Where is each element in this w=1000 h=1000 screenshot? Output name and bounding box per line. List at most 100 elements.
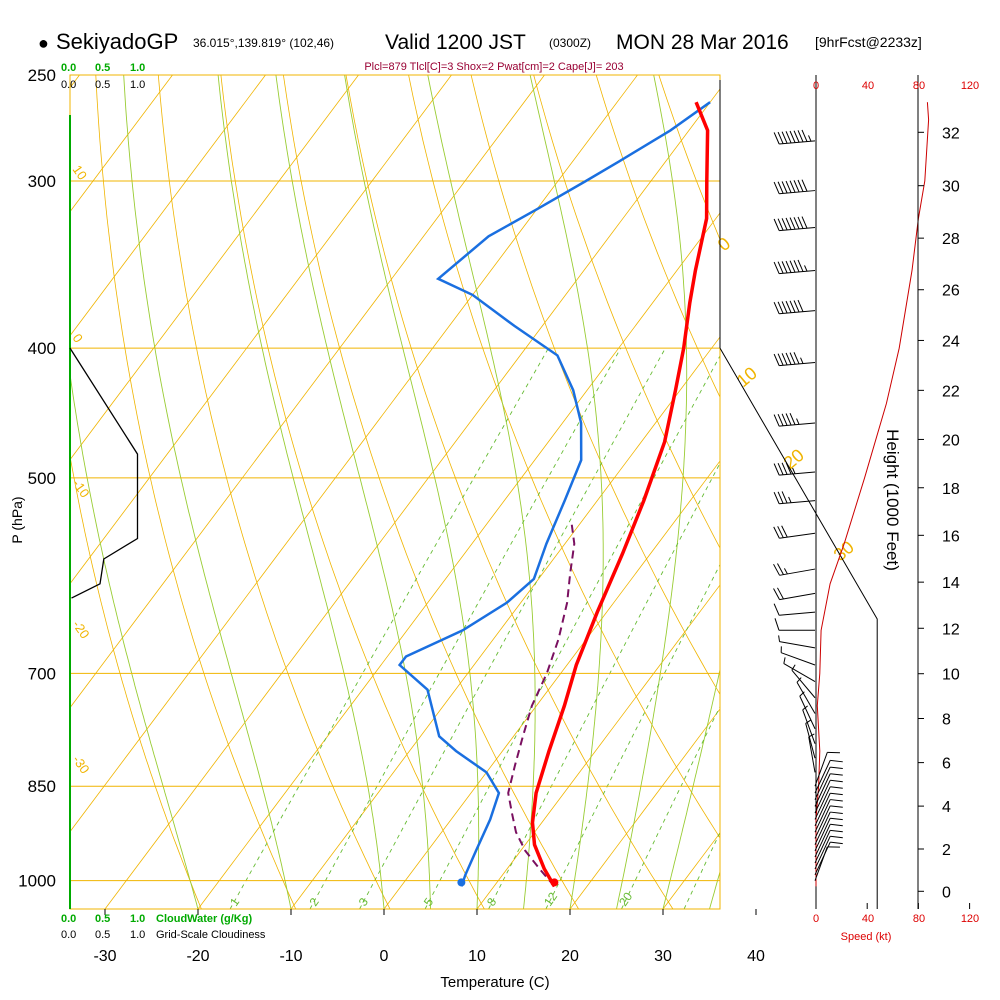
parcel-profile <box>507 522 576 888</box>
wind-speed-profile <box>815 102 930 887</box>
barb-flag <box>777 181 784 194</box>
barb-flag <box>789 300 796 313</box>
pressure-tick-label: 850 <box>28 777 56 796</box>
forecast-info: [9hrFcst@2233z] <box>815 34 922 50</box>
barb-flag <box>773 301 780 314</box>
barb-staff <box>814 752 828 787</box>
barb-flag <box>801 179 808 192</box>
barb-staff <box>802 709 816 744</box>
barb-flag <box>773 353 780 366</box>
mixing-ratio-label: 5 <box>421 895 436 909</box>
isotherm-label: -20 <box>70 617 93 641</box>
barb-flag <box>830 786 843 789</box>
barb-flag <box>797 259 804 272</box>
plot-frame <box>69 74 721 910</box>
cc-top-0: 0.0 <box>61 79 76 91</box>
wind-barb <box>773 603 816 616</box>
mixing-ratio-label: 3 <box>356 895 371 909</box>
wind-barb <box>814 773 843 807</box>
barb-flag <box>773 132 780 145</box>
speed-scale-top: 0 40 80 120 <box>813 80 979 92</box>
barb-staff <box>814 841 831 876</box>
barb-flag <box>781 491 788 504</box>
barb-half-flag <box>808 135 812 142</box>
height-tick-label: 26 <box>942 283 960 300</box>
wind-barb <box>814 792 843 827</box>
barb-half-flag <box>788 496 792 503</box>
barb-flag <box>830 811 843 815</box>
height-tick-label: 14 <box>942 575 960 592</box>
moist-adiabat <box>344 75 480 909</box>
isotherm-line <box>70 75 452 585</box>
barb-staff <box>814 780 831 814</box>
wind-barb <box>773 462 816 476</box>
barb-staff <box>779 422 816 427</box>
isotherm-label: -10 <box>70 476 93 500</box>
wind-barb <box>814 759 843 794</box>
cloudiness-scale-bottom: 0.0 0.5 1.0 Grid-Scale Cloudiness <box>61 929 266 941</box>
height-tick-label: 16 <box>942 528 960 545</box>
mixing-ratio-label: 12 <box>541 889 560 908</box>
mixing-ratio-label: 20 <box>616 889 635 908</box>
cw-bot-2: 1.0 <box>130 913 145 925</box>
pressure-tick-label: 250 <box>28 66 56 85</box>
temp-tick-label: 30 <box>654 948 672 965</box>
barb-flag <box>830 817 843 821</box>
mixing-ratio-label: 2 <box>306 895 321 909</box>
barb-half-flag <box>799 691 805 697</box>
barb-flag <box>830 835 843 839</box>
mixing-ratio-line <box>683 831 720 909</box>
barb-flag <box>793 300 800 313</box>
barb-half-flag <box>791 664 796 671</box>
barb-flag <box>793 130 800 143</box>
wind-barb <box>814 846 840 881</box>
dry-adiabat <box>283 75 579 909</box>
barb-staff <box>779 568 816 576</box>
barb-flag <box>830 823 843 827</box>
barb-flag <box>781 261 788 274</box>
barb-staff <box>814 805 831 839</box>
mixing-ratio-label: 8 <box>484 895 499 909</box>
moist-adiabat <box>427 75 536 909</box>
barb-staff <box>814 817 831 852</box>
barb-staff <box>814 792 831 827</box>
barb-staff <box>779 471 816 476</box>
station-coords: 36.015°,139.819° (102,46) <box>193 36 334 50</box>
cc-top-1: 0.5 <box>95 79 110 91</box>
wind-barb <box>773 129 816 145</box>
barb-flag <box>773 526 780 539</box>
sounding-profiles <box>69 101 930 888</box>
barb-flag <box>797 130 804 143</box>
dewpoint-profile <box>397 101 711 887</box>
isotherm-label: 10 <box>70 162 91 182</box>
barb-flag <box>830 799 843 802</box>
barb-flag <box>773 414 780 427</box>
barb-flag <box>777 131 784 144</box>
wind-barb <box>814 786 843 820</box>
barb-half-flag <box>783 657 786 664</box>
mixing-ratio-line <box>621 705 720 909</box>
barb-flag <box>781 462 788 475</box>
moist-adiabat <box>123 75 292 909</box>
valid-time: Valid 1200 JST <box>385 31 526 54</box>
wind-barb <box>805 719 816 759</box>
cc-top-2: 1.0 <box>130 79 145 91</box>
barb-staff <box>779 190 816 195</box>
wind-barb <box>814 823 843 858</box>
barb-flag <box>830 829 843 833</box>
barb-flag <box>789 180 796 193</box>
barb-staff <box>779 611 816 616</box>
barb-flag <box>801 129 808 142</box>
barb-flag <box>777 491 784 504</box>
station-bullet: ● <box>38 33 49 53</box>
barb-flag <box>773 218 780 231</box>
barb-flag <box>785 131 792 144</box>
thermo-lines <box>70 75 720 909</box>
barb-flag <box>781 218 788 231</box>
mixing-ratio-line <box>424 355 720 909</box>
moist-adiabat <box>662 667 720 909</box>
barb-flag <box>785 180 792 193</box>
cc-bot-0: 0.0 <box>61 929 76 941</box>
barb-flag <box>773 588 780 600</box>
barb-staff <box>814 811 831 845</box>
